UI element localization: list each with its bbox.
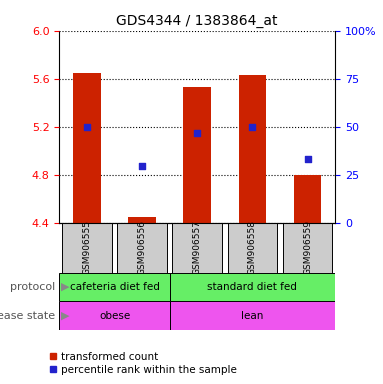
Bar bbox=[170, 273, 335, 301]
Text: GSM906558: GSM906558 bbox=[248, 220, 257, 275]
Text: protocol: protocol bbox=[10, 282, 56, 292]
Point bbox=[84, 124, 90, 130]
Legend: transformed count, percentile rank within the sample: transformed count, percentile rank withi… bbox=[46, 348, 241, 379]
Text: GSM906555: GSM906555 bbox=[82, 220, 92, 275]
Title: GDS4344 / 1383864_at: GDS4344 / 1383864_at bbox=[116, 14, 278, 28]
Point bbox=[304, 156, 311, 162]
Bar bbox=[294, 175, 321, 223]
Bar bbox=[73, 73, 101, 223]
Bar bbox=[172, 223, 222, 273]
Bar bbox=[59, 301, 170, 330]
Bar bbox=[117, 223, 167, 273]
Bar bbox=[59, 273, 170, 301]
Text: disease state: disease state bbox=[0, 311, 56, 321]
Text: standard diet fed: standard diet fed bbox=[208, 282, 297, 292]
Text: ▶: ▶ bbox=[61, 311, 70, 321]
Text: GSM906559: GSM906559 bbox=[303, 220, 312, 275]
Point bbox=[194, 130, 200, 136]
Bar bbox=[228, 223, 277, 273]
Text: lean: lean bbox=[241, 311, 264, 321]
Bar bbox=[239, 75, 266, 223]
Bar bbox=[128, 217, 156, 223]
Point bbox=[139, 163, 145, 169]
Bar bbox=[283, 223, 332, 273]
Bar bbox=[183, 87, 211, 223]
Text: GSM906556: GSM906556 bbox=[137, 220, 147, 275]
Bar bbox=[170, 301, 335, 330]
Bar bbox=[62, 223, 112, 273]
Text: cafeteria diet fed: cafeteria diet fed bbox=[70, 282, 159, 292]
Text: obese: obese bbox=[99, 311, 130, 321]
Text: GSM906557: GSM906557 bbox=[193, 220, 202, 275]
Point bbox=[249, 124, 255, 130]
Text: ▶: ▶ bbox=[61, 282, 70, 292]
